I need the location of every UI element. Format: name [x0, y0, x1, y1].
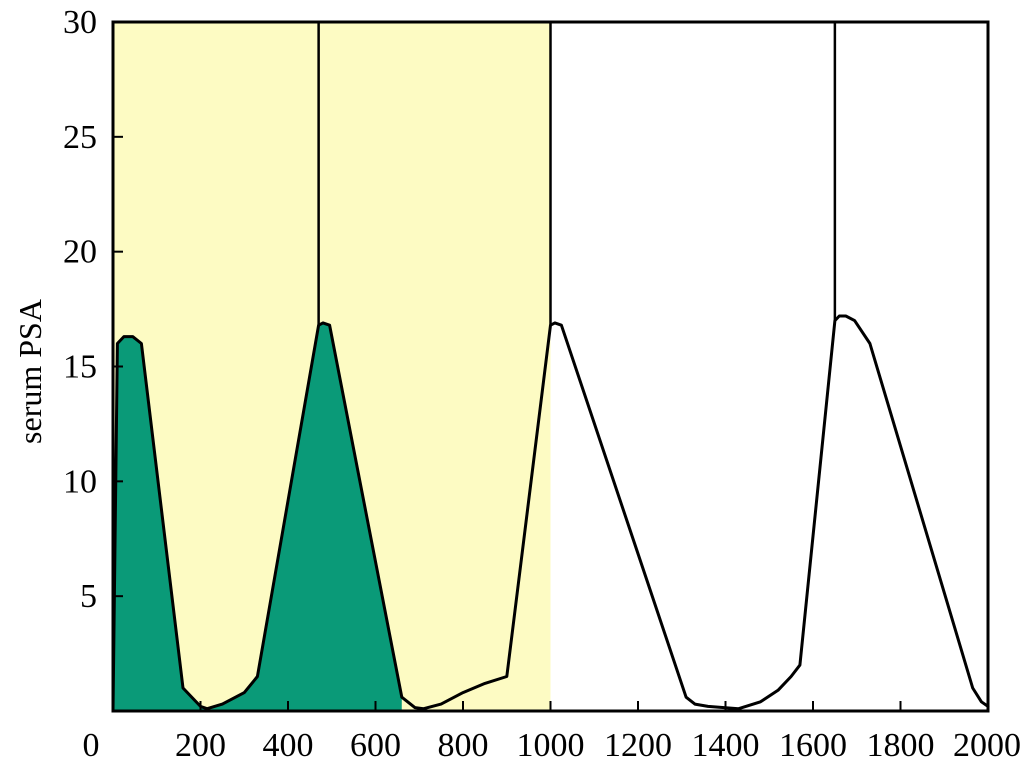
x-tick-label: 2000 [953, 727, 1021, 764]
y-tick-label: 30 [63, 4, 97, 41]
x-tick-label: 1400 [692, 727, 760, 764]
x-tick-label: 1000 [517, 727, 585, 764]
y-tick-label: 15 [63, 349, 97, 386]
series-fill-area [113, 322, 402, 711]
x-tick-label: 1200 [604, 727, 672, 764]
x-tick-label: 0 [83, 727, 100, 764]
y-axis-ticks: 5 10 15 20 25 30 [63, 4, 123, 615]
vertical-lines-group [317, 22, 837, 326]
x-tick-label: 400 [263, 727, 314, 764]
y-tick-label: 25 [63, 119, 97, 156]
x-tick-label: 200 [175, 727, 226, 764]
x-tick-label: 1600 [779, 727, 847, 764]
x-tick-label: 800 [438, 727, 489, 764]
x-axis-ticks: 0 200 400 600 800 1000 1200 1400 1600 1800 2000 [83, 701, 1021, 764]
y-tick-label: 5 [80, 578, 97, 615]
y-axis-label: serum PSA [12, 299, 48, 444]
y-tick-label: 10 [63, 463, 97, 500]
y-tick-label: 20 [63, 234, 97, 271]
x-tick-label: 1800 [867, 727, 935, 764]
series-line [111, 314, 990, 713]
x-tick-label: 600 [350, 727, 401, 764]
